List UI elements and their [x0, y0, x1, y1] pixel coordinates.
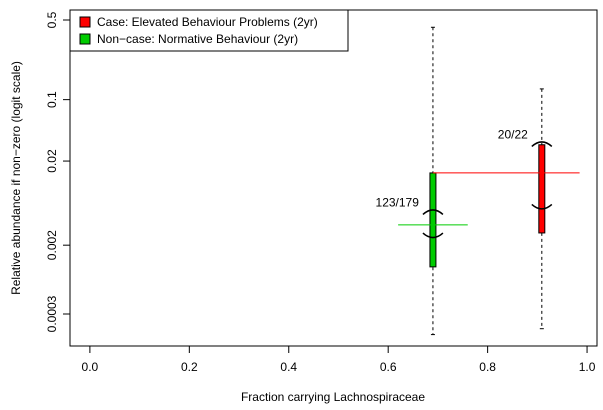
plot-frame	[69, 9, 598, 347]
legend-label: Case: Elevated Behaviour Problems (2yr)	[97, 15, 318, 29]
legend-swatch	[79, 16, 91, 28]
y-axis-title: Relative abundance if non−zero (logit sc…	[9, 61, 23, 295]
series-count-label: 123/179	[376, 195, 420, 209]
series-group: 123/179	[376, 26, 468, 336]
ci-bracket-bottom	[531, 203, 553, 210]
x-tick-label: 1.0	[579, 360, 596, 374]
y-tick-label: 0.002	[45, 230, 59, 260]
legend-label: Non−case: Normative Behaviour (2yr)	[97, 32, 298, 46]
box	[429, 172, 437, 268]
ci-bracket-top	[531, 141, 553, 147]
y-tick-label: 0.5	[45, 11, 59, 28]
legend-box	[69, 9, 349, 52]
x-tick-label: 0.0	[82, 360, 99, 374]
x-axis-title: Fraction carrying Lachnospiraceae	[241, 390, 425, 404]
legend: Case: Elevated Behaviour Problems (2yr) N…	[69, 9, 349, 52]
x-tick-label: 0.8	[479, 360, 496, 374]
y-tick-label: 0.0003	[45, 295, 59, 332]
x-axis: 0.0 0.2 0.4 0.6 0.8 1.0	[82, 345, 596, 374]
series-group: 20/22	[432, 88, 580, 330]
box	[538, 144, 546, 234]
x-tick-label: 0.2	[181, 360, 198, 374]
y-tick-label: 0.02	[45, 149, 59, 173]
x-tick-label: 0.6	[380, 360, 397, 374]
series-count-label: 20/22	[498, 127, 528, 141]
y-tick-label: 0.1	[45, 91, 59, 108]
y-axis: 0.5 0.1 0.02 0.002 0.0003	[45, 11, 71, 332]
ci-bracket-top	[422, 209, 444, 215]
ci-bracket-bottom	[422, 232, 444, 239]
x-tick-label: 0.4	[280, 360, 297, 374]
legend-swatch	[79, 33, 91, 45]
series-layer: 123/179 20/22	[376, 26, 580, 336]
